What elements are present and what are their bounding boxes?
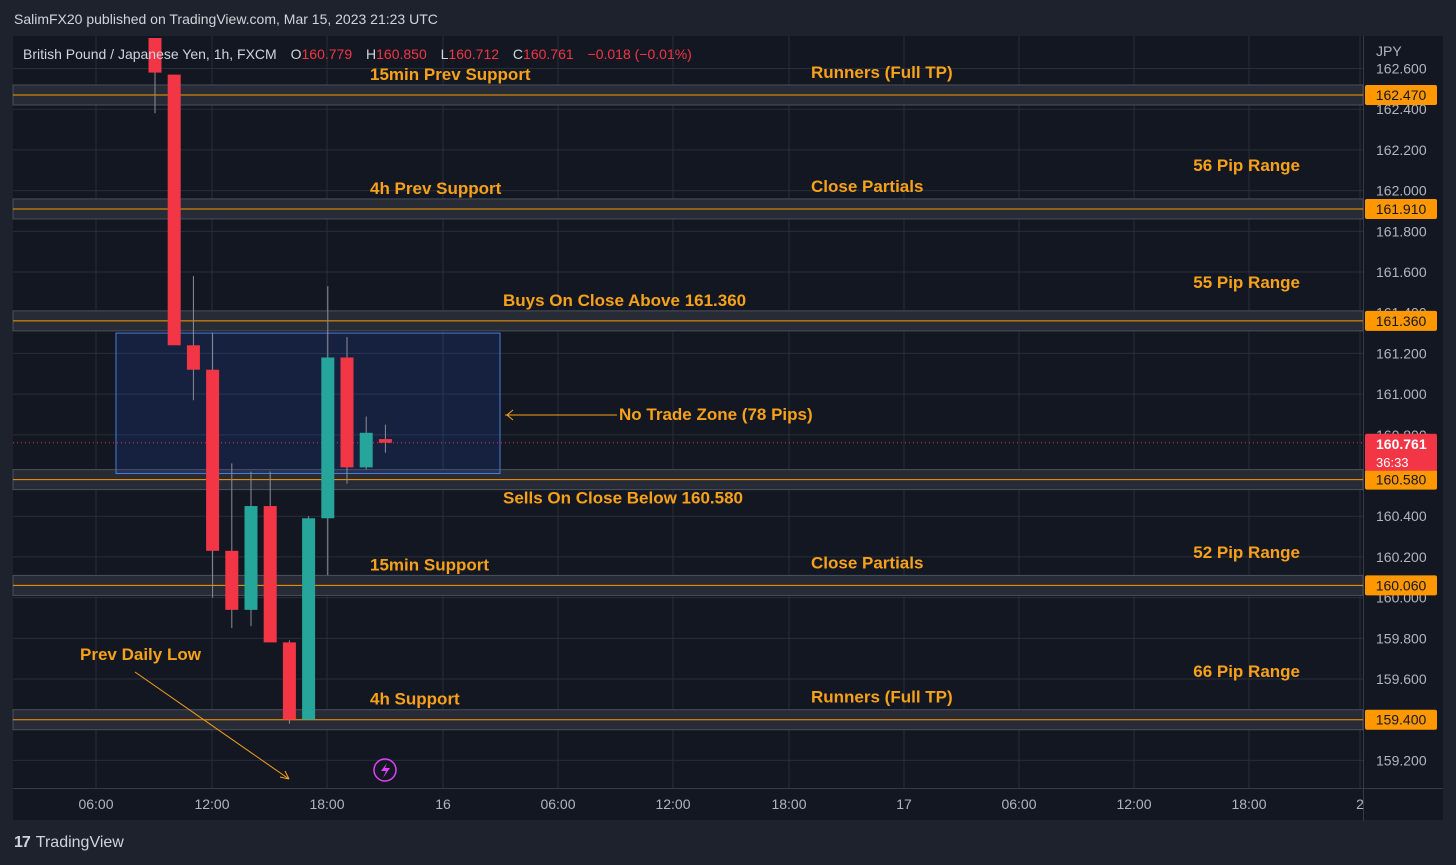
- time-tick-label: 12:00: [655, 796, 690, 812]
- price-level-tag[interactable]: [1365, 469, 1437, 490]
- pip-range-label: 66 Pip Range: [1193, 662, 1300, 681]
- pip-range-label: 55 Pip Range: [1193, 273, 1300, 292]
- close-value: 160.761: [523, 46, 574, 62]
- price-level-tag-label: 162.470: [1376, 87, 1427, 103]
- price-tick-label: 159.600: [1376, 671, 1427, 687]
- prev-daily-low-label: Prev Daily Low: [80, 645, 202, 664]
- symbol-legend: British Pound / Japanese Yen, 1h, FXCM O…: [23, 46, 692, 62]
- price-tick-label: 160.400: [1376, 508, 1427, 524]
- time-tick-label: 06:00: [78, 796, 113, 812]
- time-axis[interactable]: [13, 789, 1443, 820]
- candle-body[interactable]: [359, 432, 373, 468]
- candle-body[interactable]: [148, 38, 162, 73]
- level-target-label: Close Partials: [811, 177, 923, 196]
- zone-arrow-head: [506, 409, 514, 421]
- symbol-name[interactable]: British Pound / Japanese Yen, 1h, FXCM: [23, 46, 277, 62]
- tradingview-logo-icon: 17: [14, 834, 31, 851]
- candle-body[interactable]: [340, 357, 354, 468]
- axis-divider: [1363, 36, 1364, 821]
- time-tick-label: 2: [1356, 796, 1364, 812]
- price-level-tag-label: 160.060: [1376, 577, 1427, 593]
- no-trade-zone-label: No Trade Zone (78 Pips): [619, 405, 813, 424]
- price-level-tag[interactable]: [1365, 709, 1437, 730]
- prev-daily-low-arrow: [134, 671, 290, 780]
- chart-plot-area[interactable]: [13, 36, 1363, 788]
- time-tick-label: 06:00: [540, 796, 575, 812]
- price-tick-label: 162.000: [1376, 183, 1427, 199]
- current-price-tag[interactable]: [1365, 433, 1437, 471]
- candle-body[interactable]: [263, 506, 277, 643]
- price-tick-label: 161.200: [1376, 345, 1427, 361]
- candle-body[interactable]: [167, 74, 181, 346]
- time-tick-label: 12:00: [1116, 796, 1151, 812]
- time-tick-label: 06:00: [1001, 796, 1036, 812]
- axis-divider-horizontal: [13, 788, 1443, 789]
- level-label: Buys On Close Above 161.360: [503, 291, 746, 310]
- close-label: C: [512, 46, 524, 62]
- low-value: 160.712: [448, 46, 500, 62]
- level-label: 15min Prev Support: [370, 65, 531, 84]
- high-value: 160.850: [376, 46, 427, 62]
- currency-label: JPY: [1376, 43, 1402, 59]
- price-level-tag[interactable]: [1365, 575, 1437, 596]
- price-level-tag[interactable]: [1365, 310, 1437, 331]
- lightning-glyph-icon: [381, 763, 390, 778]
- candle-body[interactable]: [302, 518, 316, 720]
- candle-body[interactable]: [225, 550, 239, 610]
- price-level-tag-label: 161.360: [1376, 313, 1427, 329]
- pip-range-label: 56 Pip Range: [1193, 156, 1300, 175]
- prev-daily-low-arrow-head: [279, 770, 290, 780]
- level-target-label: Close Partials: [811, 553, 923, 572]
- current-price-value: 160.761: [1376, 436, 1427, 452]
- candle-body[interactable]: [321, 357, 335, 519]
- level-label: 15min Support: [370, 555, 489, 574]
- price-level-tag-label: 160.580: [1376, 472, 1427, 488]
- time-tick-label: 12:00: [194, 796, 229, 812]
- price-axis[interactable]: [1364, 36, 1443, 788]
- price-tick-label: 162.200: [1376, 142, 1427, 158]
- price-tick-label: 162.600: [1376, 61, 1427, 77]
- candle-body[interactable]: [282, 642, 296, 720]
- candle-body[interactable]: [186, 345, 200, 370]
- level-label: Sells On Close Below 160.580: [503, 489, 743, 508]
- high-label: H: [366, 46, 377, 62]
- bar-countdown: 36:33: [1376, 455, 1409, 470]
- price-tick-label: 159.800: [1376, 630, 1427, 646]
- time-tick-label: 16: [435, 796, 451, 812]
- no-trade-zone-box[interactable]: [115, 332, 501, 474]
- level-target-label: Runners (Full TP): [811, 688, 953, 707]
- event-lightning-icon[interactable]: [373, 758, 397, 782]
- time-tick-label: 17: [896, 796, 912, 812]
- candle-body[interactable]: [244, 506, 258, 610]
- level-label: 4h Prev Support: [370, 179, 502, 198]
- time-tick-label: 18:00: [1231, 796, 1266, 812]
- change-value: −0.018 (−0.01%): [587, 46, 692, 62]
- candle-body[interactable]: [206, 369, 220, 551]
- price-level-tag-label: 161.910: [1376, 201, 1427, 217]
- price-tick-label: 162.400: [1376, 101, 1427, 117]
- candle-body[interactable]: [378, 439, 392, 443]
- level-label: 4h Support: [370, 690, 460, 709]
- price-tick-label: 161.000: [1376, 386, 1427, 402]
- time-tick-label: 18:00: [309, 796, 344, 812]
- tradingview-branding: 17 TradingView: [14, 834, 124, 852]
- price-tick-label: 160.200: [1376, 549, 1427, 565]
- price-tick-label: 159.200: [1376, 752, 1427, 768]
- pip-range-label: 52 Pip Range: [1193, 543, 1300, 562]
- level-target-label: Runners (Full TP): [811, 63, 953, 82]
- top-bar: SalimFX20 published on TradingView.com, …: [0, 0, 1456, 36]
- price-tick-label: 161.600: [1376, 264, 1427, 280]
- brand-name: TradingView: [35, 834, 124, 851]
- open-label: O: [290, 46, 302, 62]
- price-level-tag-label: 159.400: [1376, 712, 1427, 728]
- price-tick-label: 161.800: [1376, 223, 1427, 239]
- price-level-tag[interactable]: [1365, 198, 1437, 219]
- publisher-line: SalimFX20 published on TradingView.com, …: [14, 11, 438, 27]
- time-tick-label: 18:00: [771, 796, 806, 812]
- open-value: 160.779: [301, 46, 353, 62]
- price-level-tag[interactable]: [1365, 84, 1437, 105]
- low-label: L: [440, 46, 449, 62]
